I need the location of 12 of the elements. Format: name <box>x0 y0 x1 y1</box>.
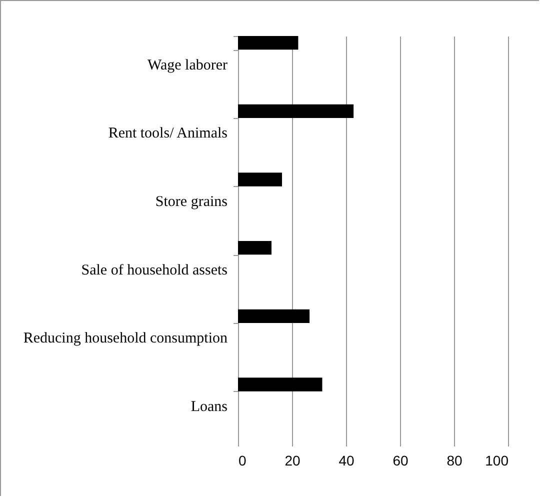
x-tick-label: 40 <box>338 452 354 468</box>
y-tick-label: Sale of household assets <box>81 262 228 278</box>
y-tick-label: Rent tools/ Animals <box>108 126 228 142</box>
x-tick-label: 60 <box>392 452 408 468</box>
x-tick-label: 0 <box>238 452 246 468</box>
x-tick-label: 20 <box>284 452 300 468</box>
x-tick-label: 80 <box>446 452 462 468</box>
y-tick-label: Loans <box>190 399 228 415</box>
y-tick-label: Reducing household consumption <box>23 330 228 347</box>
y-tick-label: Wage laborer <box>148 57 228 74</box>
x-tick-label: 100 <box>485 452 509 468</box>
y-tick-label: Store grains <box>155 194 228 210</box>
